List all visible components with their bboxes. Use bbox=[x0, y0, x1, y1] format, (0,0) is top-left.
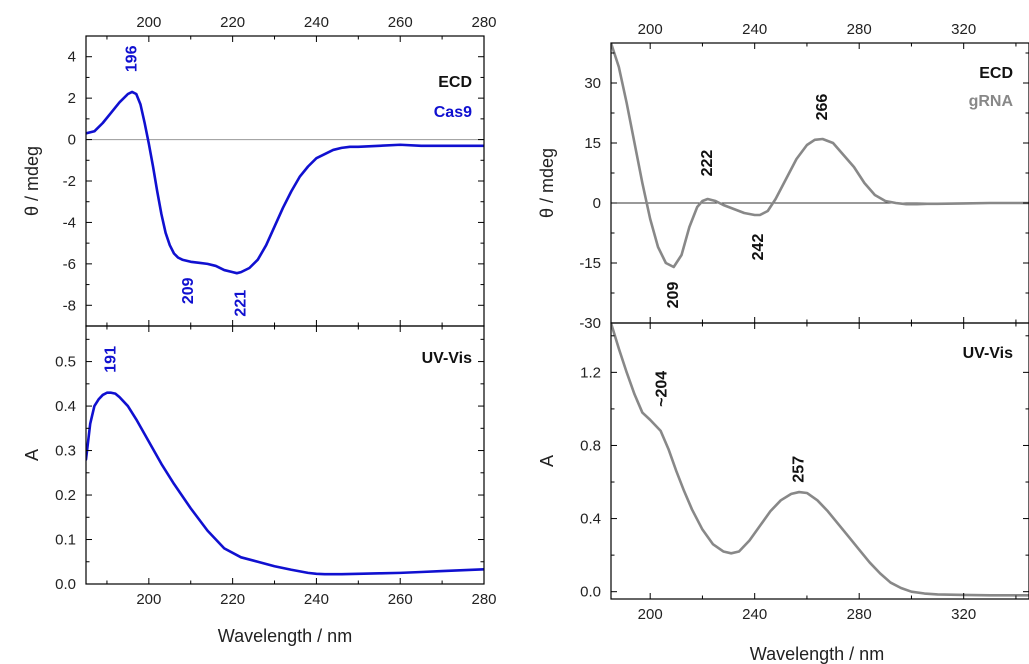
x-tick-label-top: 240 bbox=[304, 14, 329, 31]
x-tick-label-top: 280 bbox=[847, 21, 872, 38]
peak-label: 222 bbox=[699, 150, 716, 177]
x-tick-label: 200 bbox=[638, 606, 663, 623]
plot-frame bbox=[610, 42, 1029, 324]
peak-label: 191 bbox=[103, 346, 120, 373]
series-line-cas9 bbox=[86, 90, 484, 275]
plot-frame bbox=[610, 322, 1029, 600]
y-tick-label: 30 bbox=[584, 75, 601, 92]
x-tick-label: 200 bbox=[136, 591, 161, 608]
peak-label: ~204 bbox=[653, 371, 670, 407]
peak-label: 266 bbox=[814, 94, 831, 121]
y-tick-label: -8 bbox=[63, 297, 76, 314]
x-tick-label-top: 200 bbox=[136, 14, 161, 31]
series-line-grna bbox=[611, 323, 1029, 597]
x-tick-label: 280 bbox=[847, 606, 872, 623]
chart-panel-cas9-ecd: 200 220 240 260 280 -8 -6 -4 -2 0 2 4 θ / mdeg ECD Cas… bbox=[22, 14, 497, 327]
peak-label: 242 bbox=[750, 234, 767, 261]
y-axis-title: A bbox=[22, 449, 42, 461]
y-axis-title: θ / mdeg bbox=[537, 148, 557, 218]
series-line-grna bbox=[611, 43, 1029, 269]
peak-label: 209 bbox=[180, 277, 197, 304]
x-axis-title: Wavelength / nm bbox=[218, 626, 352, 646]
x-tick-label-top: 260 bbox=[388, 14, 413, 31]
y-tick-label: 0.4 bbox=[580, 511, 601, 528]
x-tick-label-top: 280 bbox=[471, 14, 496, 31]
legend-entry: gRNA bbox=[969, 93, 1014, 110]
plot-frame bbox=[85, 35, 485, 327]
legend-entry: Cas9 bbox=[434, 104, 472, 121]
peak-label: 209 bbox=[665, 282, 682, 309]
y-tick-label: 2 bbox=[68, 90, 76, 107]
series-line-cas9 bbox=[86, 391, 484, 576]
x-tick-label-top: 320 bbox=[951, 21, 976, 38]
y-tick-label: -15 bbox=[579, 255, 601, 272]
y-tick-label: 0.5 bbox=[55, 354, 76, 371]
x-tick-label-top: 220 bbox=[220, 14, 245, 31]
chart-panel-cas9-uv: 200 220 240 260 280 0.0 0.1 0.2 0.3 0.4 0.5 A Wavele… bbox=[22, 325, 497, 646]
x-tick-label: 240 bbox=[742, 606, 767, 623]
x-tick-label: 280 bbox=[471, 591, 496, 608]
x-tick-label: 260 bbox=[388, 591, 413, 608]
x-axis-title: Wavelength / nm bbox=[750, 644, 884, 664]
x-tick-label-top: 200 bbox=[638, 21, 663, 38]
plot-frame bbox=[85, 325, 485, 585]
chart-panel-grna-ecd: 200 240 280 320 -30 -15 0 15 30 θ / mdeg ECD gRNA 22… bbox=[537, 21, 1029, 332]
y-tick-label: -6 bbox=[63, 256, 76, 273]
peak-label: 257 bbox=[791, 456, 808, 483]
chart-panel-grna-uv: 200 240 280 320 0.0 0.4 0.8 1.2 A Wavelength / nm… bbox=[537, 322, 1029, 664]
y-tick-label: 0.0 bbox=[55, 576, 76, 593]
y-tick-label: -30 bbox=[579, 315, 601, 332]
y-tick-label: 0 bbox=[68, 132, 76, 149]
x-tick-label-top: 240 bbox=[742, 21, 767, 38]
legend-entry: UV-Vis bbox=[422, 350, 473, 367]
y-tick-label: 0 bbox=[593, 195, 601, 212]
y-tick-label: 4 bbox=[68, 49, 76, 66]
legend-entry: UV-Vis bbox=[963, 345, 1014, 362]
peak-label: 196 bbox=[124, 45, 141, 72]
y-tick-label: 1.2 bbox=[580, 364, 601, 381]
y-tick-label: 0.4 bbox=[55, 398, 76, 415]
y-axis-title: A bbox=[537, 455, 557, 467]
legend-entry: ECD bbox=[979, 65, 1013, 82]
y-tick-label: 0.0 bbox=[580, 584, 601, 601]
legend-entry: ECD bbox=[438, 74, 472, 91]
y-tick-label: 0.1 bbox=[55, 532, 76, 549]
y-tick-label: 0.8 bbox=[580, 437, 601, 454]
x-tick-label: 320 bbox=[951, 606, 976, 623]
peak-label: 221 bbox=[233, 290, 250, 317]
y-tick-label: -4 bbox=[63, 214, 76, 231]
y-tick-label: 0.3 bbox=[55, 443, 76, 460]
y-tick-label: 0.2 bbox=[55, 487, 76, 504]
x-tick-label: 240 bbox=[304, 591, 329, 608]
y-axis-title: θ / mdeg bbox=[22, 146, 42, 216]
x-tick-label: 220 bbox=[220, 591, 245, 608]
y-tick-label: -2 bbox=[63, 173, 76, 190]
y-tick-label: 15 bbox=[584, 135, 601, 152]
